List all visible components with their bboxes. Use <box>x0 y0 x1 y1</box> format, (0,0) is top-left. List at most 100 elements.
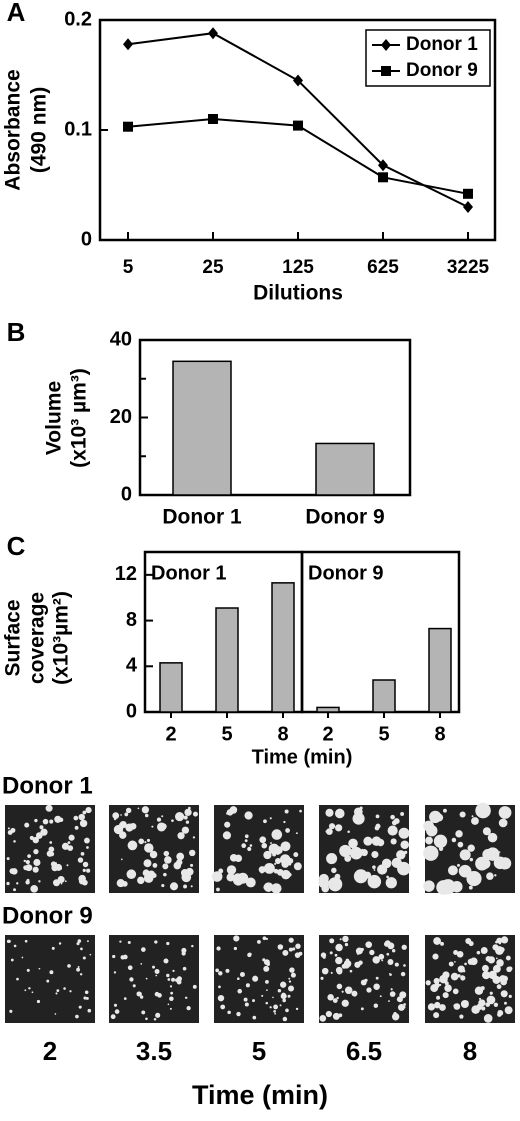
facet-title: Donor 9 <box>308 562 384 584</box>
speck <box>68 834 75 841</box>
speck <box>78 1005 82 1009</box>
micrograph-bg <box>319 935 409 1023</box>
speck <box>79 819 88 828</box>
speck <box>433 834 448 848</box>
speck <box>85 996 89 1000</box>
speck <box>450 972 459 981</box>
speck <box>23 859 26 863</box>
speck <box>402 1005 406 1009</box>
speck <box>184 808 192 816</box>
speck <box>67 847 69 850</box>
speck <box>400 812 405 816</box>
speck <box>28 987 31 990</box>
speck <box>269 817 272 820</box>
speck <box>113 824 124 835</box>
speck <box>428 853 431 855</box>
speck <box>465 937 472 944</box>
speck <box>359 806 363 810</box>
speck <box>127 840 138 851</box>
speck <box>403 964 406 967</box>
speck <box>287 857 294 864</box>
speck <box>295 943 301 949</box>
bar <box>172 360 232 496</box>
speck <box>85 806 92 814</box>
speck <box>13 840 16 843</box>
speck <box>237 988 243 994</box>
speck <box>249 844 253 847</box>
speck <box>265 1001 269 1005</box>
speck <box>377 864 388 875</box>
x-tick-label: 8 <box>277 723 288 745</box>
speck <box>372 956 380 964</box>
speck <box>38 880 41 883</box>
time-axis-label: Time (min) <box>192 1080 328 1110</box>
speck <box>336 996 339 1000</box>
speck <box>236 1011 241 1017</box>
marker <box>378 172 388 183</box>
y-axis-label: (490 nm) <box>28 87 51 173</box>
speck <box>132 984 136 988</box>
speck <box>82 810 87 815</box>
speck <box>298 951 303 956</box>
speck <box>457 841 464 848</box>
speck <box>57 875 65 884</box>
speck <box>272 852 277 857</box>
speck <box>261 994 264 997</box>
speck <box>167 1003 170 1006</box>
speck <box>192 811 198 817</box>
speck <box>328 877 343 892</box>
speck <box>373 1003 379 1008</box>
speck <box>403 1003 406 1006</box>
speck <box>466 1000 469 1003</box>
micrograph <box>319 935 409 1023</box>
x-tick-label: 25 <box>202 257 224 278</box>
x-tick-label: Donor 9 <box>305 506 384 529</box>
speck <box>34 818 38 823</box>
speck <box>33 848 39 855</box>
speck <box>233 946 238 951</box>
speck <box>322 955 326 959</box>
speck <box>481 1006 486 1011</box>
speck <box>167 978 171 981</box>
speck <box>186 876 190 880</box>
speck <box>176 852 185 861</box>
speck <box>375 976 379 980</box>
speck <box>332 1012 340 1020</box>
speck <box>447 865 458 876</box>
speck <box>475 856 489 871</box>
speck <box>80 851 85 856</box>
speck <box>467 844 475 852</box>
marker <box>381 66 391 76</box>
speck <box>11 868 18 875</box>
speck <box>114 1009 120 1014</box>
speck <box>163 872 167 877</box>
speck <box>453 1003 461 1010</box>
speck <box>400 971 406 977</box>
y-tick-label: 12 <box>115 563 137 585</box>
speck <box>390 814 395 820</box>
speck <box>78 813 85 821</box>
speck <box>10 958 14 962</box>
speck <box>24 822 30 828</box>
speck <box>192 984 197 989</box>
speck <box>439 1004 446 1011</box>
speck <box>347 830 350 834</box>
speck <box>287 994 291 998</box>
speck <box>225 968 230 973</box>
marker <box>208 27 218 40</box>
speck <box>58 942 62 945</box>
speck <box>378 953 385 960</box>
y-tick-label: 40 <box>110 328 132 350</box>
speck <box>120 814 122 816</box>
speck <box>366 987 372 993</box>
speck <box>321 967 329 975</box>
speck <box>261 842 268 849</box>
speck <box>283 820 286 824</box>
speck <box>154 969 160 974</box>
speck <box>169 1007 172 1010</box>
speck <box>277 988 282 993</box>
speck <box>500 978 508 986</box>
bar <box>372 679 396 713</box>
speck <box>67 841 71 845</box>
speck <box>152 863 158 868</box>
